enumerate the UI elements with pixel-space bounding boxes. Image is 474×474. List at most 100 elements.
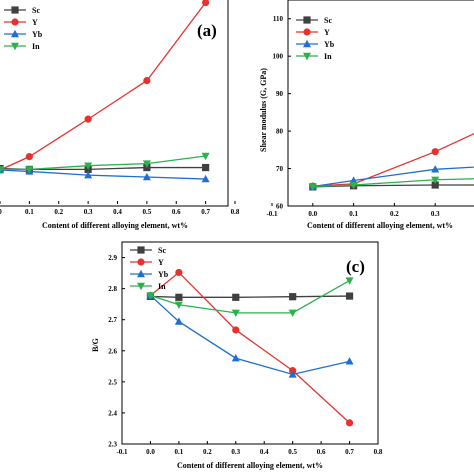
series-line-yb: [150, 294, 350, 376]
x-tick-label: 0.7: [201, 208, 210, 216]
panel-a-x-ticks: 0 0.1 0.2 0.3 0.4 0.5 0.6 0.7 0.8: [0, 201, 240, 216]
x-tick-label: -0.1: [116, 448, 128, 456]
y-tick-label: 70: [276, 165, 284, 173]
data-point-yb: [431, 165, 440, 173]
x-tick-label: 0.3: [431, 210, 440, 218]
data-point-yb: [142, 172, 151, 181]
data-point-yb: [201, 174, 210, 183]
data-point-yb: [288, 370, 297, 378]
x-tick-label: 0.4: [113, 208, 122, 216]
panel-b-plot-frame: [287, 0, 474, 207]
legend-marker-sc: [11, 6, 19, 14]
x-tick-label: 0.2: [203, 448, 212, 456]
x-tick-label: 0.8: [374, 448, 383, 456]
data-point-y: [202, 0, 210, 7]
x-tick-label: 0.6: [317, 448, 326, 456]
data-point-sc: [202, 163, 210, 172]
data-point-sc: [175, 293, 183, 301]
legend-marker-in: [303, 52, 311, 61]
legend-label-sc: Sc: [158, 246, 166, 255]
y-tick-label: 80: [276, 128, 284, 136]
legend-marker-sc: [303, 16, 311, 24]
panel-c-plot-frame: [121, 241, 379, 445]
x-tick-label: 0.0: [146, 448, 155, 456]
x-tick-label: 0.6: [172, 208, 181, 216]
x-tick-label: -0.1: [266, 210, 278, 218]
panel-b-y-axis-label: Shear modulus (G, GPa): [259, 68, 268, 152]
x-tick-label: 0.2: [54, 208, 63, 216]
panel-a-label: (a): [197, 21, 217, 40]
y-tick-label: 2.6: [108, 347, 117, 355]
data-point-in: [84, 162, 93, 170]
y-tick-label: 60: [276, 203, 284, 211]
legend-label-sc: Sc: [32, 6, 40, 15]
data-point-in: [0, 166, 4, 174]
data-point-sc: [232, 293, 240, 301]
data-point-in: [431, 176, 440, 184]
x-tick-label: 0.5: [143, 208, 152, 216]
y-tick-label: 2.4: [108, 409, 117, 417]
panel-b-legend: Sc Y Yb In: [296, 16, 335, 61]
data-point-in: [288, 309, 297, 318]
x-tick-label: 0.1: [25, 208, 34, 216]
data-point-y: [431, 148, 439, 156]
data-point-in: [345, 277, 354, 285]
legend-marker-y: [137, 258, 145, 266]
legend-marker-in: [137, 282, 145, 291]
x-tick-label: 0.3: [231, 448, 240, 456]
data-point-in: [231, 309, 240, 318]
x-tick-label: 0.0: [308, 210, 317, 218]
y-tick-label: 2.9: [108, 254, 117, 262]
data-point-in: [146, 292, 155, 300]
panel-a-chart: 0 0.1 0.2 0.3 0.4 0.5 0.6 0.7 0.8 Sc Y Yb In (a) Co…: [0, 0, 240, 230]
data-point-sc: [345, 292, 354, 300]
legend-marker-yb: [137, 269, 145, 278]
panel-a-x-axis-label: Content of different alloying element, w…: [42, 221, 188, 230]
data-point-y: [175, 268, 183, 277]
legend-label-y: Y: [158, 258, 164, 267]
x-tick-label: 0.1: [349, 210, 358, 218]
panel-c-chart: -0.1 0.0 0.1 0.2 0.3 0.4 0.5 0.6 0.7 0.8 2.32.42.…: [91, 241, 383, 470]
data-point-y: [345, 419, 354, 427]
panel-a-plot-frame: [0, 0, 229, 207]
x-tick-label: 0.4: [260, 448, 269, 456]
legend-label-in: In: [158, 282, 166, 291]
panel-c-series: [146, 268, 354, 427]
panel-c-x-axis-label: Content of different alloying element, w…: [177, 461, 323, 470]
legend-marker-y: [11, 18, 19, 26]
legend-label-y: Y: [324, 28, 330, 37]
panel-c-y-ticks: 2.3 2.4 2.5 2.6 2.7 2.8 2.9: [108, 254, 125, 449]
panel-b-x-ticks: -0.1 0.0 0.1 0.2 0.3: [266, 203, 440, 218]
legend-label-sc: Sc: [324, 16, 332, 25]
data-point-y: [232, 326, 240, 334]
data-point-in: [201, 152, 210, 161]
panel-c-y-axis-label: B/G: [91, 338, 100, 352]
panel-c-legend: Sc Y Yb In: [130, 246, 169, 291]
data-point-in: [308, 183, 317, 191]
data-point-yb: [174, 317, 183, 325]
legend-marker-yb: [303, 39, 311, 48]
panel-a-series: [0, 0, 210, 183]
legend-label-yb: Yb: [32, 30, 43, 39]
data-point-y: [84, 115, 92, 123]
panel-b-y-ticks: 60 70 80 90 100 110: [273, 15, 291, 211]
y-tick-label: 2.8: [108, 285, 117, 293]
y-tick-label: 2.7: [108, 316, 117, 324]
legend-label-y: Y: [32, 18, 38, 27]
x-tick-label: 0.2: [390, 210, 399, 218]
x-tick-label: 0: [0, 208, 2, 216]
data-point-sc: [289, 293, 297, 301]
legend-label-in: In: [324, 52, 332, 61]
data-point-in: [142, 160, 151, 168]
data-point-y: [25, 153, 33, 161]
data-point-in: [174, 301, 183, 309]
y-tick-label: 2.5: [108, 378, 117, 386]
x-tick-label: 0.5: [288, 448, 297, 456]
y-tick-label: 100: [273, 53, 284, 61]
series-line-y: [0, 2, 207, 171]
legend-marker-yb: [11, 29, 19, 38]
legend-label-yb: Yb: [158, 270, 169, 279]
data-point-y: [143, 77, 151, 85]
